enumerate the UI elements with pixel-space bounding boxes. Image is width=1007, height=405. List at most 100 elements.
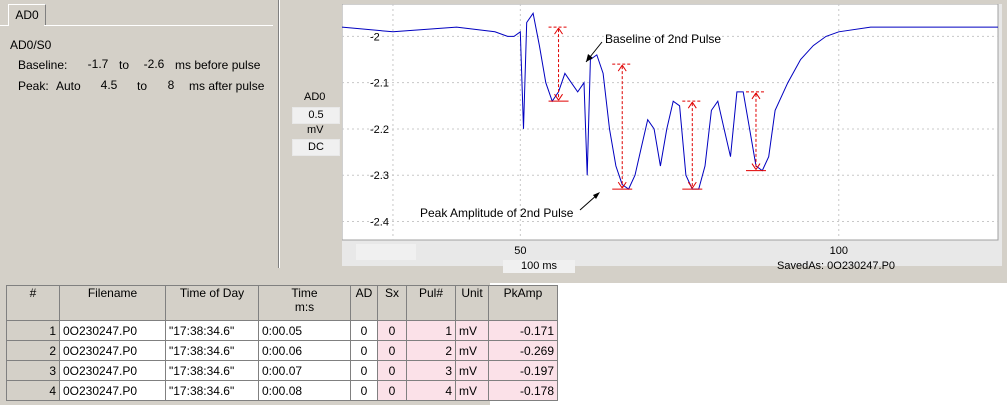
column-header-label: Sx — [384, 286, 399, 300]
tab-underline — [44, 25, 273, 26]
grid — [342, 4, 998, 240]
table-cell[interactable]: "17:38:34.6" — [165, 380, 259, 401]
row-number[interactable]: 1 — [6, 320, 60, 341]
baseline-suffix: ms before pulse — [175, 58, 261, 72]
channel-coupling[interactable]: DC — [292, 139, 340, 156]
table-cell[interactable]: 0O230247.P0 — [59, 360, 166, 381]
table-cell[interactable]: 0 — [350, 320, 378, 341]
panel-divider — [278, 0, 279, 268]
table-cell[interactable]: -0.171 — [488, 320, 558, 341]
x-tick-label: 50 — [514, 245, 526, 257]
saved-as-label: SavedAs: 0O230247.P0 — [777, 260, 896, 272]
table-cell[interactable]: 3 — [406, 360, 456, 381]
table-cell[interactable]: 0 — [377, 320, 407, 341]
column-header-label: Time of Day — [179, 286, 245, 300]
column-header[interactable]: Pul# — [406, 285, 456, 321]
table-empty-area — [490, 283, 1007, 405]
table-cell[interactable]: 1 — [406, 320, 456, 341]
x-start-box — [356, 244, 416, 260]
table-cell[interactable]: mV — [455, 360, 489, 381]
table-cell[interactable]: mV — [455, 320, 489, 341]
table-row[interactable]: 2 0O230247.P0 "17:38:34.6" 0:00.06 0 0 2 mV -0.2… — [6, 340, 558, 361]
x-tick-label: 100 — [830, 245, 848, 257]
column-header-label: Unit — [461, 286, 483, 300]
column-header[interactable]: Unit — [455, 285, 489, 321]
peak-marker-line — [617, 181, 623, 189]
table-cell[interactable]: mV — [455, 340, 489, 361]
peak-marker-line — [691, 101, 697, 109]
channel-label: AD0/S0 — [10, 38, 52, 52]
peak-markers — [548, 26, 766, 190]
table-cell[interactable]: 0 — [350, 360, 378, 381]
peak-marker — [548, 26, 569, 102]
peak-to-label: to — [137, 79, 148, 93]
peak-marker-line — [621, 181, 627, 189]
table-row[interactable]: 1 0O230247.P0 "17:38:34.6" 0:00.05 0 0 1 mV -0.1… — [6, 320, 558, 341]
row-number[interactable]: 3 — [6, 360, 60, 381]
table-cell[interactable]: "17:38:34.6" — [165, 320, 259, 341]
table-cell[interactable]: -0.269 — [488, 340, 558, 361]
table-cell[interactable]: 0:00.05 — [258, 320, 351, 341]
column-header[interactable]: Time m:s — [258, 285, 351, 321]
table-cell[interactable]: 0:00.07 — [258, 360, 351, 381]
table-cell[interactable]: 0 — [377, 360, 407, 381]
table-cell[interactable]: -0.178 — [488, 380, 558, 401]
column-header-label: AD — [355, 286, 373, 300]
peak-from-field[interactable]: 4.5 — [94, 78, 124, 92]
y-tick-labels: -2 -2.1 -2.2 -2.3 -2.4 — [370, 31, 389, 228]
table-body: 1 0O230247.P0 "17:38:34.6" 0:00.05 0 0 1 mV -0.1… — [6, 320, 558, 401]
table-cell[interactable]: -0.197 — [488, 360, 558, 381]
baseline-from-field[interactable]: -1.7 — [80, 57, 116, 71]
peak-marker — [612, 63, 633, 190]
panel-divider-highlight — [279, 0, 280, 268]
table-cell[interactable]: 0O230247.P0 — [59, 380, 166, 401]
column-header[interactable]: # — [6, 285, 60, 321]
peak-marker-line — [617, 64, 623, 72]
peak-mode[interactable]: Auto — [56, 79, 81, 93]
table-cell[interactable]: "17:38:34.6" — [165, 340, 259, 361]
column-header[interactable]: Sx — [377, 285, 407, 321]
peak-marker-line — [687, 101, 693, 109]
y-tick-label: -2.3 — [370, 170, 389, 182]
peak-marker-line — [558, 93, 563, 101]
peak-marker-line — [554, 27, 559, 35]
baseline-to-field[interactable]: -2.6 — [136, 57, 172, 71]
peak-marker-line — [621, 64, 627, 72]
table-cell[interactable]: "17:38:34.6" — [165, 360, 259, 381]
column-header[interactable]: Filename — [59, 285, 166, 321]
column-header[interactable]: AD — [350, 285, 378, 321]
table-row[interactable]: 4 0O230247.P0 "17:38:34.6" 0:00.08 0 0 4 mV -0.1… — [6, 380, 558, 401]
tab-ad0[interactable]: AD0 — [8, 4, 46, 26]
peak-marker-line — [755, 163, 761, 170]
table-cell[interactable]: 0 — [350, 380, 378, 401]
annotation-peak: Peak Amplitude of 2nd Pulse — [420, 206, 574, 220]
table-cell[interactable]: 0 — [377, 340, 407, 361]
column-header[interactable]: Time of Day — [165, 285, 259, 321]
table-cell[interactable]: mV — [455, 380, 489, 401]
annotation-arrowhead-peak — [593, 192, 600, 199]
table-header-row: # Filename Time of Day Time m:s AD Sx Pul# Unit P… — [6, 285, 558, 321]
table-cell[interactable]: 2 — [406, 340, 456, 361]
waveform-chart[interactable]: -2-2.1-2.2-2.3-2.4 3050100 Baseline of 2… — [342, 4, 1002, 266]
table-cell[interactable]: 0O230247.P0 — [59, 340, 166, 361]
table-row[interactable]: 3 0O230247.P0 "17:38:34.6" 0:00.07 0 0 3 mV -0.1… — [6, 360, 558, 381]
peak-to-field[interactable]: 8 — [156, 78, 186, 92]
table-cell[interactable]: 4 — [406, 380, 456, 401]
peak-suffix: ms after pulse — [189, 79, 265, 93]
column-header[interactable]: PkAmp — [488, 285, 558, 321]
table-cell[interactable]: 0:00.06 — [258, 340, 351, 361]
row-number[interactable]: 2 — [6, 340, 60, 361]
channel-scale[interactable]: 0.5 — [292, 107, 340, 124]
table-cell[interactable]: 0O230247.P0 — [59, 320, 166, 341]
table-cell[interactable]: 0 — [377, 380, 407, 401]
peak-marker-line — [751, 163, 757, 170]
peak-marker-line — [554, 93, 559, 101]
table-cell[interactable]: 0 — [350, 340, 378, 361]
time-scale: 100 ms — [503, 260, 575, 273]
tab-underline-left — [0, 25, 8, 26]
column-header-label: Pul# — [418, 286, 444, 300]
row-number[interactable]: 4 — [6, 380, 60, 401]
channel-unit: mV — [307, 124, 324, 136]
table-cell[interactable]: 0:00.08 — [258, 380, 351, 401]
column-header-label: PkAmp — [503, 286, 543, 300]
